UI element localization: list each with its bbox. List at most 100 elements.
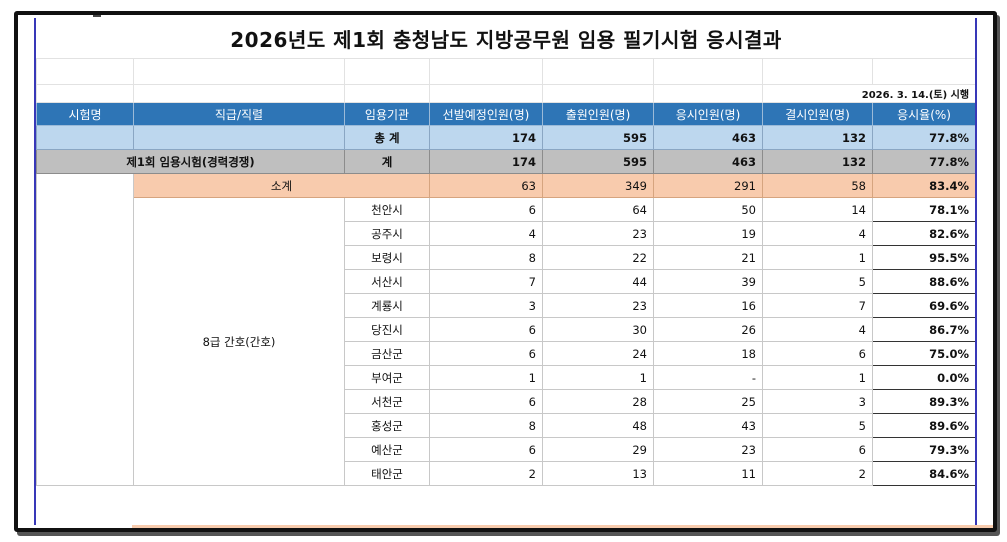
rate-cell: 89.6% [871,413,975,438]
agency-cell: 서천군 [344,389,430,414]
table-row: 예산군 6 29 23 6 79.3% [37,437,975,462]
total-label: 총 계 [344,125,430,150]
applied-cell: 30 [542,317,654,342]
header-taken: 응시인원(명) [653,102,763,126]
planned-cell: 2 [429,461,543,486]
absent-cell: 3 [762,389,873,414]
agency-cell: 천안시 [344,197,430,222]
corner-mark [93,15,101,17]
agency-cell: 당진시 [344,317,430,342]
applied-cell: 64 [542,197,654,222]
absent-cell: 7 [762,293,873,318]
table-row: 부여군 1 1-1 0.0% [37,365,975,390]
exam-taken: 463 [653,149,763,174]
agency-cell: 공주시 [344,221,430,246]
planned-cell: 1 [429,365,543,390]
exam-name: 제1회 임용시험(경력경쟁) [36,149,345,174]
absent-cell: 5 [762,413,873,438]
applied-cell: 29 [542,437,654,462]
page-title: 2026년도 제1회 충청남도 지방공무원 임용 필기시험 응시결과 [230,27,782,52]
header-rate: 응시율(%) [871,102,975,126]
planned-cell: 6 [429,197,543,222]
agency-cell: 홍성군 [344,413,430,438]
subtotal-applied: 349 [542,173,654,198]
taken-cell: 50 [653,197,763,222]
applied-cell: 44 [542,269,654,294]
absent-cell: 6 [762,341,873,366]
planned-cell: 6 [429,389,543,414]
applied-cell: 24 [542,341,654,366]
exam-applied: 595 [542,149,654,174]
rate-cell: 75.0% [871,341,975,366]
blank-row [36,58,975,85]
table-row: 금산군 6 24 18 6 75.0% [37,341,975,366]
applied-cell: 1 [542,365,654,390]
planned-cell: 8 [429,245,543,270]
position-cell: 8급 간호(간호) [133,197,345,486]
applied-cell: 48 [542,413,654,438]
subtotal-taken: 291 [653,173,763,198]
applied-cell: 23 [542,293,654,318]
taken-cell: 18 [653,341,763,366]
results-table: 2026년도 제1회 충청남도 지방공무원 임용 필기시험 응시결과 2026.… [36,18,975,486]
header-position: 직급/직렬 [133,102,345,126]
planned-cell: 8 [429,413,543,438]
agency-cell: 부여군 [344,365,430,390]
exam-row: 제1회 임용시험(경력경쟁) 계 174 595 463 132 77.8% [36,149,975,174]
taken-cell: 11 [653,461,763,486]
header-planned: 선발예정인원(명) [429,102,543,126]
planned-cell: 7 [429,269,543,294]
exam-label: 계 [344,149,430,174]
subtotal-planned: 63 [429,173,543,198]
planned-cell: 6 [429,437,543,462]
absent-cell: 6 [762,437,873,462]
planned-cell: 6 [429,317,543,342]
exam-name-spacer [36,173,134,486]
applied-cell: 28 [542,389,654,414]
header-row: 시험명 직급/직렬 임용기관 선발예정인원(명) 출원인원(명) 응시인원(명)… [36,102,975,126]
taken-cell: 39 [653,269,763,294]
exam-rate: 77.8% [871,149,975,174]
planned-cell: 3 [429,293,543,318]
applied-cell: 22 [542,245,654,270]
date-row: 2026. 3. 14.(토) 시행 [36,84,975,103]
rate-cell: 0.0% [871,365,975,390]
agency-cell: 계룡시 [344,293,430,318]
table-row: 공주시 4 23 19 4 82.6% [37,221,975,246]
taken-cell: 19 [653,221,763,246]
taken-cell: - [653,365,763,390]
rate-cell: 86.7% [871,317,975,342]
subtotal-label: 소계 [133,173,430,198]
taken-cell: 16 [653,293,763,318]
rate-cell: 95.5% [871,245,975,270]
agency-cell: 금산군 [344,341,430,366]
agency-cell: 예산군 [344,437,430,462]
absent-cell: 14 [762,197,873,222]
absent-cell: 5 [762,269,873,294]
absent-cell: 1 [762,245,873,270]
header-exam-name: 시험명 [36,102,134,126]
exam-planned: 174 [429,149,543,174]
total-rate: 77.8% [871,125,975,150]
rate-cell: 88.6% [871,269,975,294]
exam-absent: 132 [762,149,873,174]
planned-cell: 4 [429,221,543,246]
table-row: 태안군 2 13 11 2 84.6% [37,461,975,486]
rate-cell: 79.3% [871,437,975,462]
agency-cell: 서산시 [344,269,430,294]
taken-cell: 23 [653,437,763,462]
taken-cell: 21 [653,245,763,270]
subtotal-absent: 58 [762,173,873,198]
taken-cell: 25 [653,389,763,414]
total-planned: 174 [429,125,543,150]
taken-cell: 43 [653,413,763,438]
absent-cell: 1 [762,365,873,390]
total-row: 총 계 174 595 463 132 77.8% [36,125,975,150]
rate-cell: 82.6% [871,221,975,246]
absent-cell: 2 [762,461,873,486]
taken-cell: 26 [653,317,763,342]
rate-cell: 89.3% [871,389,975,414]
agency-cell: 태안군 [344,461,430,486]
absent-cell: 4 [762,317,873,342]
next-subtotal-strip [132,525,993,528]
